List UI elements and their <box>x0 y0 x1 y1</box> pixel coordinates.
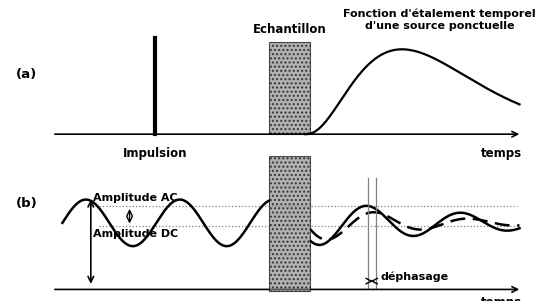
Text: Amplitude AC: Amplitude AC <box>94 193 178 203</box>
Text: (b): (b) <box>16 197 38 210</box>
Bar <box>269 42 310 134</box>
Text: Fonction d'étalement temporel
d'une source ponctuelle: Fonction d'étalement temporel d'une sour… <box>343 9 536 31</box>
Text: déphasage: déphasage <box>381 272 449 282</box>
Text: Echantillon: Echantillon <box>253 23 327 36</box>
Bar <box>269 156 310 290</box>
Text: temps: temps <box>481 296 522 301</box>
Text: Amplitude DC: Amplitude DC <box>94 229 179 239</box>
Text: (a): (a) <box>16 68 37 81</box>
Text: Impulsion: Impulsion <box>123 147 188 160</box>
Text: temps: temps <box>481 147 522 160</box>
